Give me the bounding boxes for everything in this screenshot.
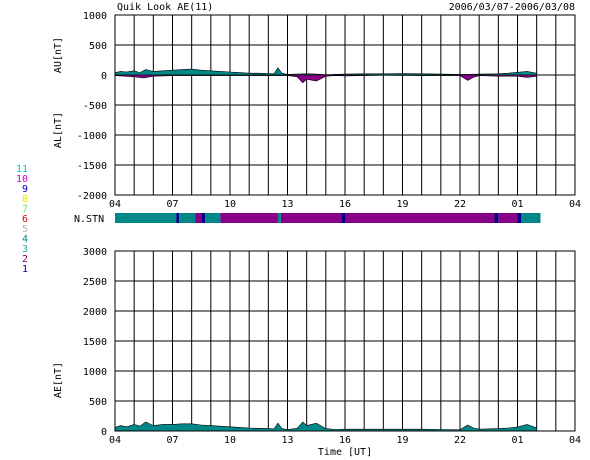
au-al-xtick-label: 07 [166, 199, 178, 210]
legend-station-8: 8 [22, 194, 28, 205]
legend-station-2: 2 [22, 254, 28, 265]
ae-grid [115, 251, 575, 431]
legend-station-5: 5 [22, 224, 28, 235]
ae-xtick-label: 10 [224, 435, 236, 446]
ae-ytick-label: 3000 [83, 247, 107, 258]
au-al-ytick-label: 500 [89, 41, 107, 52]
station-segment [345, 213, 495, 223]
au-al-xtick-label: 19 [396, 199, 408, 210]
station-segment [176, 213, 180, 223]
legend-station-6: 6 [22, 214, 28, 225]
au-al-series [114, 67, 575, 84]
station-segment [201, 213, 206, 223]
date-range: 2006/03/07-2006/03/08 [449, 2, 575, 13]
chart-title: Quik Look AE(11) [117, 2, 213, 13]
au-al-xtick-label: 04 [569, 199, 581, 210]
ae-xtick-label: 01 [511, 435, 523, 446]
legend-station-11: 11 [16, 164, 28, 175]
au-al-xtick-label: 13 [281, 199, 293, 210]
station-segment [341, 213, 345, 223]
au-al-y-ticks: 1000 500 0 -500 -1000 -1500 -2000 [77, 11, 107, 202]
ae-xtick-label: 19 [396, 435, 408, 446]
au-ylabel: AU[nT] [53, 37, 64, 73]
au-al-ytick-label: 0 [101, 71, 107, 82]
legend-station-1: 1 [22, 264, 28, 275]
station-segment [179, 213, 196, 223]
au-al-xtick-label: 04 [109, 199, 121, 210]
legend-station-7: 7 [22, 204, 28, 215]
ae-xtick-label: 04 [569, 435, 581, 446]
station-segment [498, 213, 518, 223]
ae-ytick-label: 1500 [83, 337, 107, 348]
ae-ylabel: AE[nT] [53, 362, 64, 398]
al-area [114, 74, 537, 84]
station-segment [220, 213, 278, 223]
au-al-xtick-label: 10 [224, 199, 236, 210]
au-al-ytick-label: -1000 [77, 131, 107, 142]
ae-series [114, 421, 537, 432]
au-al-xtick-label: 22 [454, 199, 466, 210]
au-al-xtick-label: 01 [511, 199, 523, 210]
au-al-ytick-label: 1000 [83, 11, 107, 22]
ae-xtick-label: 13 [281, 435, 293, 446]
station-segment [277, 213, 281, 223]
au-al-xtick-label: 16 [339, 199, 351, 210]
station-bar-label: N.STN [74, 214, 104, 225]
station-segment [115, 213, 177, 223]
ae-ytick-label: 1000 [83, 367, 107, 378]
legend-station-3: 3 [22, 244, 28, 255]
ae-ytick-label: 2000 [83, 307, 107, 318]
station-segment [280, 213, 342, 223]
station-segment [494, 213, 499, 223]
ae-xtick-label: 07 [166, 435, 178, 446]
au-al-ytick-label: -1500 [77, 161, 107, 172]
al-ylabel: AL[nT] [53, 112, 64, 148]
ae-y-ticks: 3000 2500 2000 1500 1000 500 0 [83, 247, 107, 438]
ae-area [114, 421, 537, 432]
au-area [114, 67, 537, 76]
legend-station-10: 10 [16, 174, 28, 185]
au-al-ytick-label: -2000 [77, 191, 107, 202]
legend-station-9: 9 [22, 184, 28, 195]
ae-ytick-label: 0 [101, 427, 107, 438]
au-al-frame [114, 14, 576, 196]
ae-ytick-label: 2500 [83, 277, 107, 288]
station-segment [205, 213, 221, 223]
au-al-ytick-label: -500 [83, 101, 107, 112]
ae-xtick-label: 16 [339, 435, 351, 446]
au-al-x-ticks: 04 07 10 13 16 19 22 01 04 [109, 199, 581, 210]
station-count-bar: N.STN [74, 213, 541, 225]
ae-x-ticks: 04 07 10 13 16 19 22 01 04 [109, 435, 581, 446]
ae-ytick-label: 500 [89, 397, 107, 408]
au-al-panel: 1000 500 0 -500 -1000 -1500 -2000 04 07 10 13 16 19… [53, 11, 581, 210]
ae-xtick-label: 22 [454, 435, 466, 446]
station-segment [517, 213, 522, 223]
x-axis-label: Time [UT] [318, 447, 372, 458]
au-al-grid [115, 15, 575, 195]
ae-frame [114, 250, 576, 432]
station-segment [195, 213, 202, 223]
ae-xtick-label: 04 [109, 435, 121, 446]
legend-station-4: 4 [22, 234, 28, 245]
station-segment [521, 213, 541, 223]
